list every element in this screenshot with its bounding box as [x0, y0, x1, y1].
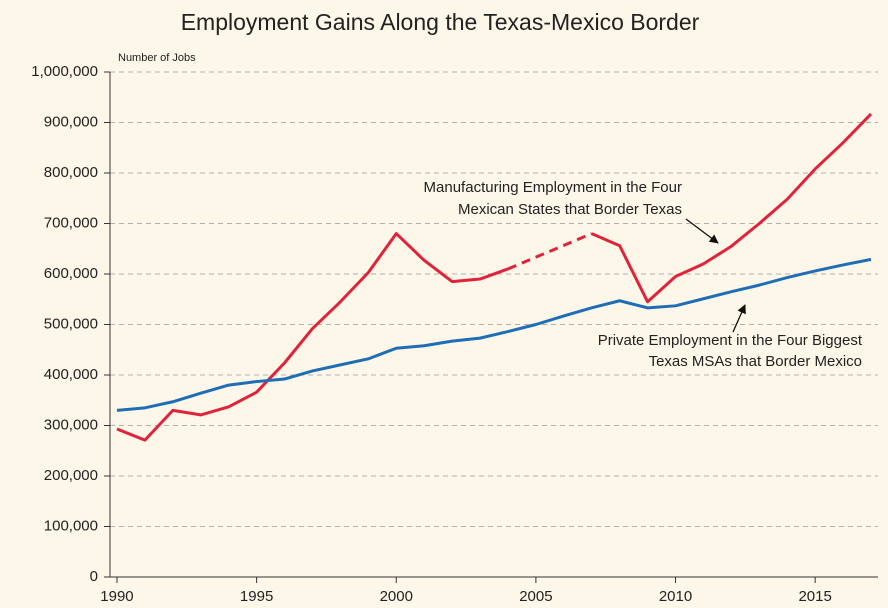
- y-tick-label: 800,000: [44, 164, 98, 181]
- y-tick-label: 300,000: [44, 416, 98, 433]
- series-line: [116, 232, 509, 442]
- y-tick-label: 200,000: [44, 467, 98, 484]
- y-tick-label: 900,000: [44, 113, 98, 130]
- x-tick-label: 2015: [798, 588, 831, 605]
- y-tick-label: 400,000: [44, 366, 98, 383]
- y-tick-label: 0: [90, 568, 98, 585]
- annotation: Texas MSAs that Border Mexico: [649, 353, 862, 370]
- annotation-arrow: [732, 304, 746, 333]
- gap-line: [507, 232, 593, 271]
- y-axis-label: Number of Jobs: [118, 52, 196, 64]
- series-line: [591, 112, 873, 304]
- x-tick-label: 1990: [100, 588, 133, 605]
- chart-title: Employment Gains Along the Texas-Mexico …: [181, 9, 700, 35]
- annotation: Private Employment in the Four Biggest: [598, 332, 863, 349]
- x-tick-label: 2000: [380, 588, 413, 605]
- x-tick-label: 2010: [659, 588, 692, 605]
- y-tick-label: 700,000: [44, 214, 98, 231]
- annotation: Mexican States that Border Texas: [458, 201, 682, 218]
- annotation: Manufacturing Employment in the Four: [424, 179, 682, 196]
- y-tick-label: 500,000: [44, 315, 98, 332]
- annotation-arrow: [685, 218, 719, 244]
- y-tick-label: 100,000: [44, 517, 98, 534]
- x-tick-label: 2005: [519, 588, 552, 605]
- y-tick-label: 1,000,000: [31, 63, 98, 80]
- series-line: [116, 257, 872, 412]
- x-tick-label: 1995: [240, 588, 273, 605]
- y-tick-label: 600,000: [44, 265, 98, 282]
